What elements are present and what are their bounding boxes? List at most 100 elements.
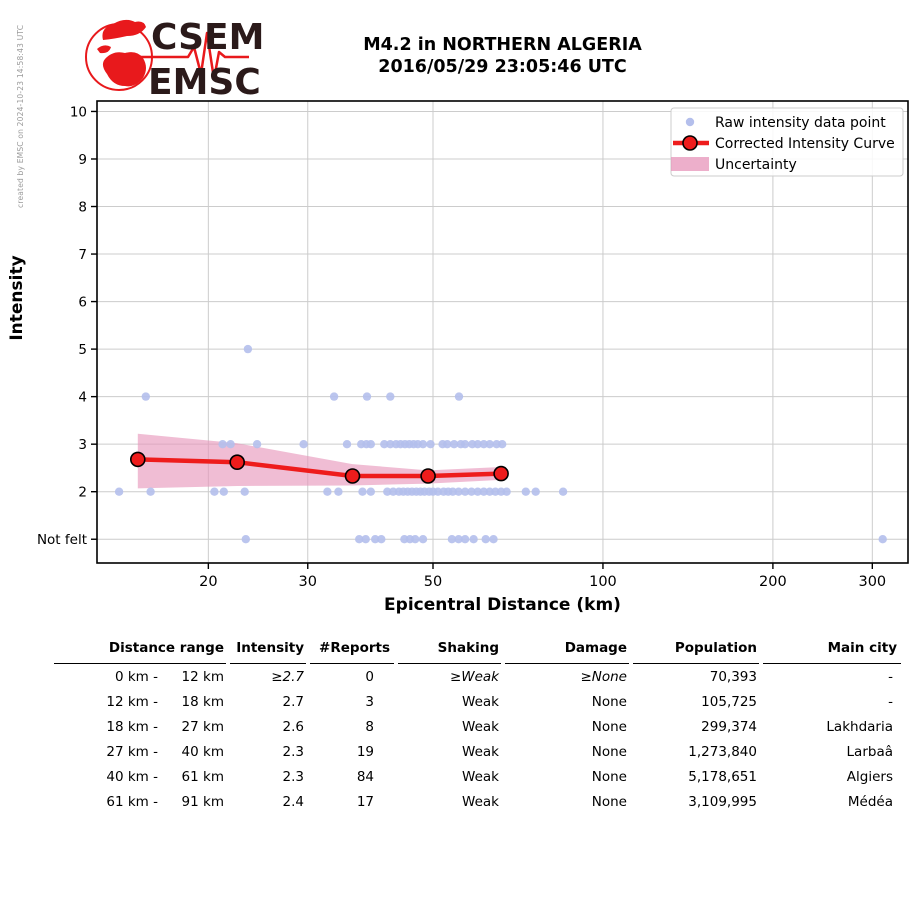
raw-intensity-point xyxy=(479,487,488,496)
curve-marker xyxy=(229,454,245,471)
table-row: 12 km - 18 km 2.7 3 Weak None 105,725 - xyxy=(54,689,901,714)
header-intensity: Intensity xyxy=(230,636,306,664)
cell-range-to: 12 km xyxy=(181,668,224,685)
raw-intensity-point xyxy=(469,535,478,544)
cell-main-city: - xyxy=(888,668,893,685)
raw-intensity-point xyxy=(498,440,507,449)
raw-intensity-point xyxy=(443,440,452,449)
y-tick-label: 2 xyxy=(78,485,87,501)
cell-intensity: 2.6 xyxy=(282,718,304,735)
raw-intensity-point xyxy=(454,392,464,401)
cell-main-city: - xyxy=(888,693,893,710)
x-tick-label: 100 xyxy=(589,574,617,590)
cell-shaking: Weak xyxy=(462,718,499,735)
raw-intensity-point xyxy=(141,392,150,401)
cell-main-city: Algiers xyxy=(846,768,893,785)
cell-damage: None xyxy=(591,793,627,810)
cell-range-to: 91 km xyxy=(181,793,224,810)
intensity-vs-distance-chart: 20 30 50 100 200 300 Epicentral Distance (km) N… xyxy=(7,100,909,615)
raw-intensity-point xyxy=(454,487,463,496)
raw-intensity-point xyxy=(210,487,219,496)
header-distance-range: Distance range xyxy=(54,636,226,664)
y-tick-label: 6 xyxy=(78,294,87,310)
raw-intensity-point xyxy=(460,535,470,544)
raw-intensity-point xyxy=(252,440,262,449)
raw-intensity-point xyxy=(383,487,392,496)
cell-reports: 19 xyxy=(356,743,374,760)
seismogram-trace-icon xyxy=(135,31,249,81)
raw-intensity-point xyxy=(521,487,530,496)
y-tick-label: Not felt xyxy=(37,532,87,548)
cell-shaking: Weak xyxy=(462,743,499,760)
table-row: 40 km - 61 km 2.3 84 Weak None 5,178,651 Algier… xyxy=(54,764,901,789)
legend-item-label: Uncertainty xyxy=(715,157,797,173)
chart-title: M4.2 in NORTHERN ALGERIA 2016/05/29 23:0… xyxy=(97,34,908,78)
raw-intensity-point xyxy=(366,487,375,496)
raw-intensity-point xyxy=(226,440,235,449)
header-reports: #Reports xyxy=(310,636,394,664)
curve-marker xyxy=(420,468,436,484)
cell-shaking: Weak xyxy=(462,768,499,785)
cell-reports: 3 xyxy=(365,693,374,710)
table-row: 27 km - 40 km 2.3 19 Weak None 1,273,840 Larbaâ xyxy=(54,739,901,764)
intensity-summary-table: Distance range Intensity #Reports Shakin… xyxy=(50,636,905,814)
raw-intensity-point xyxy=(411,535,420,544)
cell-intensity: ≥2.7 xyxy=(271,668,304,685)
raw-intensity-point xyxy=(418,440,428,449)
cell-population: 70,393 xyxy=(709,668,757,685)
y-tick-label: 8 xyxy=(78,199,87,215)
raw-intensity-point xyxy=(502,487,511,496)
cell-damage: None xyxy=(591,768,627,785)
curve-marker xyxy=(344,468,361,484)
raw-intensity-point xyxy=(366,440,375,449)
raw-intensity-point xyxy=(219,487,228,496)
table-row: 61 km - 91 km 2.4 17 Weak None 3,109,995 Médéa xyxy=(54,789,901,814)
header-main-city: Main city xyxy=(763,636,901,664)
raw-intensity-point xyxy=(362,392,372,401)
raw-intensity-point xyxy=(473,440,482,449)
cell-damage: None xyxy=(591,718,627,735)
y-axis-label: Intensity xyxy=(7,255,27,340)
summary-table-wrap: Distance range Intensity #Reports Shakin… xyxy=(50,636,905,814)
cell-damage: None xyxy=(591,693,627,710)
cell-population: 3,109,995 xyxy=(688,793,757,810)
raw-intensity-point xyxy=(114,487,124,496)
cell-population: 299,374 xyxy=(701,718,757,735)
table-header-row: Distance range Intensity #Reports Shakin… xyxy=(54,636,901,664)
raw-intensity-point xyxy=(342,440,352,449)
raw-intensity-point xyxy=(243,344,253,354)
raw-intensity-point xyxy=(377,535,386,544)
cell-main-city: Lakhdaria xyxy=(826,718,893,735)
raw-intensity-point xyxy=(447,535,457,544)
y-tick-label: 7 xyxy=(78,247,87,263)
x-tick-label: 20 xyxy=(199,574,217,590)
y-tick-label: 4 xyxy=(78,389,87,405)
raw-intensity-point xyxy=(361,535,370,544)
cell-range-to: 61 km xyxy=(181,768,224,785)
x-axis: 20 30 50 100 200 300 Epicentral Distance (km) xyxy=(199,563,886,615)
cell-reports: 0 xyxy=(365,668,374,685)
table-row: 0 km - 12 km ≥2.7 0 ≥Weak ≥None 70,393 - xyxy=(54,664,901,689)
chart-title-line1: M4.2 in NORTHERN ALGERIA xyxy=(363,35,642,55)
raw-intensity-point xyxy=(240,487,249,496)
raw-intensity-point xyxy=(386,392,395,401)
raw-intensity-point xyxy=(878,535,887,544)
raw-intensity-point xyxy=(531,487,540,496)
cell-intensity: 2.3 xyxy=(282,768,304,785)
x-axis-label: Epicentral Distance (km) xyxy=(384,595,621,615)
raw-intensity-point xyxy=(558,487,568,496)
raw-intensity-point xyxy=(146,487,155,496)
y-tick-label: 10 xyxy=(70,104,87,120)
raw-intensity-point xyxy=(329,392,339,401)
cell-population: 1,273,840 xyxy=(688,743,757,760)
legend-patch-swatch xyxy=(671,157,709,171)
cell-shaking: Weak xyxy=(462,793,499,810)
cell-range-to: 18 km xyxy=(181,693,224,710)
y-tick-label: 9 xyxy=(78,152,87,168)
table-row: 18 km - 27 km 2.6 8 Weak None 299,374 Lakhdaria xyxy=(54,714,901,739)
cell-range-from: 18 km - xyxy=(106,718,158,735)
raw-intensity-point xyxy=(485,440,494,449)
logo-text-csem: CSEM xyxy=(151,17,264,58)
cell-shaking: ≥Weak xyxy=(449,668,499,685)
